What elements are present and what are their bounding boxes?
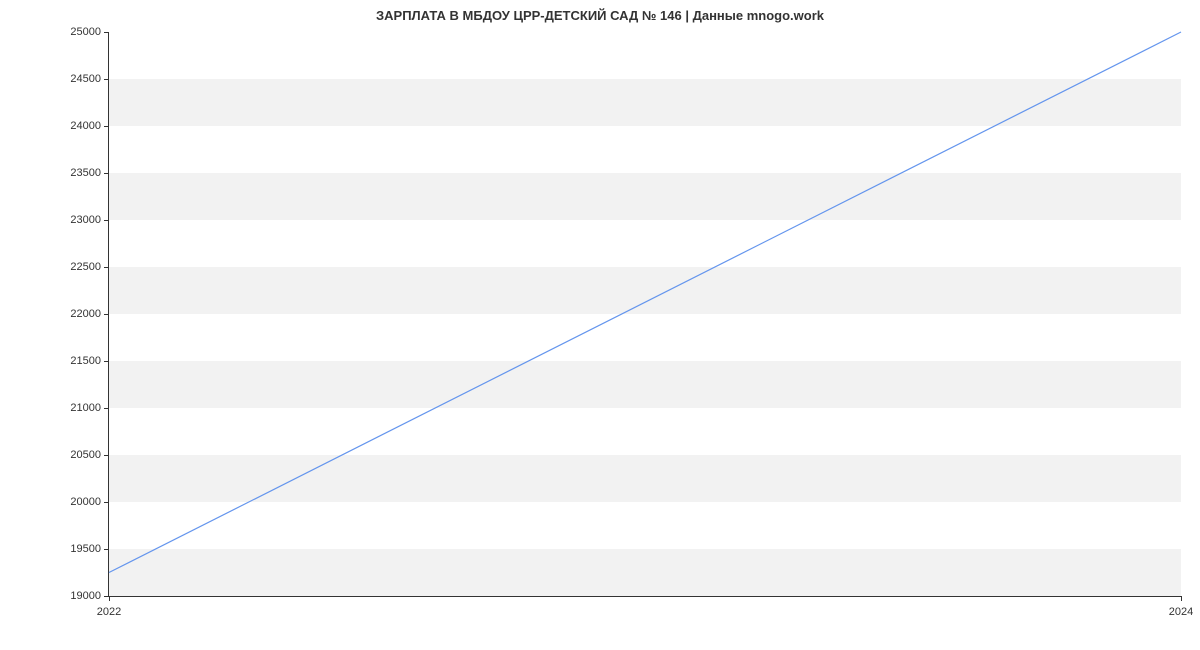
- salary-line-chart: ЗАРПЛАТА В МБДОУ ЦРР-ДЕТСКИЙ САД № 146 |…: [0, 0, 1200, 650]
- y-tick-label: 21500: [70, 355, 101, 367]
- y-tick-label: 24500: [70, 73, 101, 85]
- x-tick-label: 2024: [1169, 606, 1193, 618]
- y-tick-label: 23500: [70, 167, 101, 179]
- series-line-salary: [109, 32, 1181, 573]
- x-tick-mark: [1181, 596, 1182, 601]
- chart-title: ЗАРПЛАТА В МБДОУ ЦРР-ДЕТСКИЙ САД № 146 |…: [0, 8, 1200, 23]
- y-tick-label: 25000: [70, 26, 101, 38]
- y-tick-label: 22500: [70, 261, 101, 273]
- y-tick-label: 23000: [70, 214, 101, 226]
- y-tick-label: 21000: [70, 402, 101, 414]
- series-layer: [109, 32, 1181, 596]
- plot-area: 1900019500200002050021000215002200022500…: [108, 32, 1181, 597]
- x-tick-label: 2022: [97, 606, 121, 618]
- y-tick-label: 20000: [70, 496, 101, 508]
- y-tick-label: 22000: [70, 308, 101, 320]
- y-tick-label: 19500: [70, 543, 101, 555]
- y-tick-label: 19000: [70, 590, 101, 602]
- x-tick-mark: [109, 596, 110, 601]
- y-tick-label: 20500: [70, 449, 101, 461]
- y-tick-label: 24000: [70, 120, 101, 132]
